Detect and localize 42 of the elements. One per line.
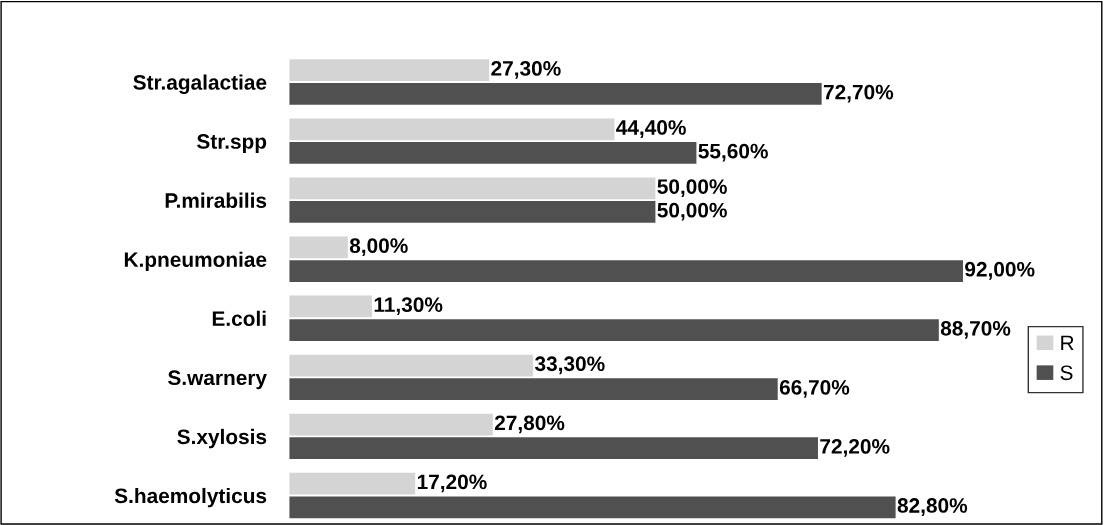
- data-label: 44,40%: [616, 120, 686, 138]
- bar: [289, 378, 778, 401]
- y-tick-label: P.mirabilis: [165, 192, 267, 208]
- y-tick-label: S.xylosis: [177, 428, 267, 449]
- data-label: 17,20%: [417, 474, 487, 493]
- bar: [289, 201, 656, 223]
- data-label: 33,30%: [534, 356, 605, 375]
- bar: [289, 319, 939, 341]
- y-tick-label: Str.agalactiae: [133, 74, 267, 94]
- y-tick-label: S.warnery: [168, 370, 267, 390]
- data-label: 82,80%: [897, 498, 968, 516]
- data-label: 55,60%: [698, 143, 768, 162]
- y-tick-label: Str.spp: [197, 134, 267, 153]
- data-label: 88,70%: [940, 320, 1011, 339]
- data-label: 8,00%: [349, 238, 408, 257]
- data-label: 72,70%: [823, 84, 894, 103]
- bar: [289, 177, 656, 200]
- bar: [289, 472, 416, 495]
- legend-label: R: [1061, 335, 1074, 351]
- bar: [289, 260, 963, 282]
- data-label: 66,70%: [779, 380, 850, 398]
- bar: [289, 295, 372, 318]
- bar: [289, 236, 348, 259]
- bar: [289, 59, 490, 82]
- data-label: 72,20%: [820, 439, 890, 457]
- bar: [289, 82, 822, 105]
- y-tick-label: K.pneumoniae: [124, 251, 267, 272]
- y-tick-label: E.coli: [212, 310, 266, 327]
- bar: [289, 142, 697, 164]
- data-label: 27,30%: [491, 61, 561, 79]
- data-label: 27,80%: [494, 415, 565, 434]
- data-label: 11,30%: [374, 297, 443, 316]
- legend-label: S: [1060, 365, 1073, 381]
- data-label: 50,00%: [657, 179, 727, 197]
- bar: [289, 496, 896, 519]
- bar: [289, 437, 818, 460]
- data-label: 50,00%: [657, 202, 727, 221]
- bar: [289, 354, 534, 377]
- y-tick-label: S.haemolyticus: [114, 487, 267, 508]
- data-label: 92,00%: [965, 261, 1035, 280]
- bar: [289, 118, 615, 141]
- bar: [289, 413, 493, 436]
